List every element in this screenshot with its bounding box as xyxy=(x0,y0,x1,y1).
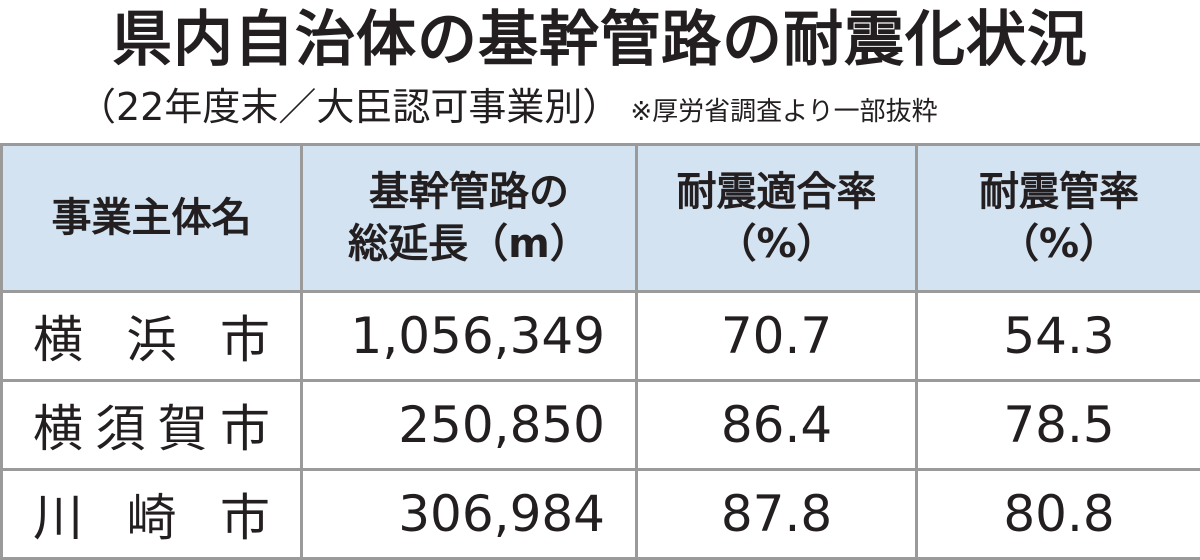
cell-value: 70.7 xyxy=(637,292,917,381)
entity-name: 川崎市 xyxy=(2,470,302,559)
column-header: 事業主体名 xyxy=(2,145,302,292)
header-line: 基幹管路の xyxy=(303,166,635,218)
header-line: （%） xyxy=(918,218,1200,270)
cell-value: 86.4 xyxy=(637,381,917,470)
entity-name: 横須賀市 xyxy=(2,381,302,470)
column-header: 耐震適合率（%） xyxy=(637,145,917,292)
cell-value: 80.8 xyxy=(917,470,1200,559)
cell-value: 78.5 xyxy=(917,381,1200,470)
note: ※厚労省調査より一部抜粋 xyxy=(630,97,937,127)
cell-value: 250,850 xyxy=(302,381,637,470)
entity-name: 横浜市 xyxy=(2,292,302,381)
header-line: 耐震管率 xyxy=(918,166,1200,218)
header-line: 事業主体名 xyxy=(3,192,300,244)
cell-value: 87.8 xyxy=(637,470,917,559)
title: 県内自治体の基幹管路の耐震化状況 xyxy=(0,4,1200,76)
subtitle-line: （22年度末／大臣認可事業別） ※厚労省調査より一部抜粋 xyxy=(78,82,938,137)
header-line: （%） xyxy=(638,218,915,270)
header-row: 事業主体名基幹管路の総延長（m）耐震適合率（%）耐震管率（%） xyxy=(2,145,1200,292)
cell-value: 306,984 xyxy=(302,470,637,559)
column-header: 耐震管率（%） xyxy=(917,145,1200,292)
header-line: 耐震適合率 xyxy=(638,166,915,218)
header: 県内自治体の基幹管路の耐震化状況 （22年度末／大臣認可事業別） ※厚労省調査より… xyxy=(0,0,1200,143)
cell-value: 1,056,349 xyxy=(302,292,637,381)
subtitle: （22年度末／大臣認可事業別） xyxy=(78,85,620,129)
header-line: 総延長（m） xyxy=(303,218,635,270)
column-header: 基幹管路の総延長（m） xyxy=(302,145,637,292)
cell-value: 54.3 xyxy=(917,292,1200,381)
